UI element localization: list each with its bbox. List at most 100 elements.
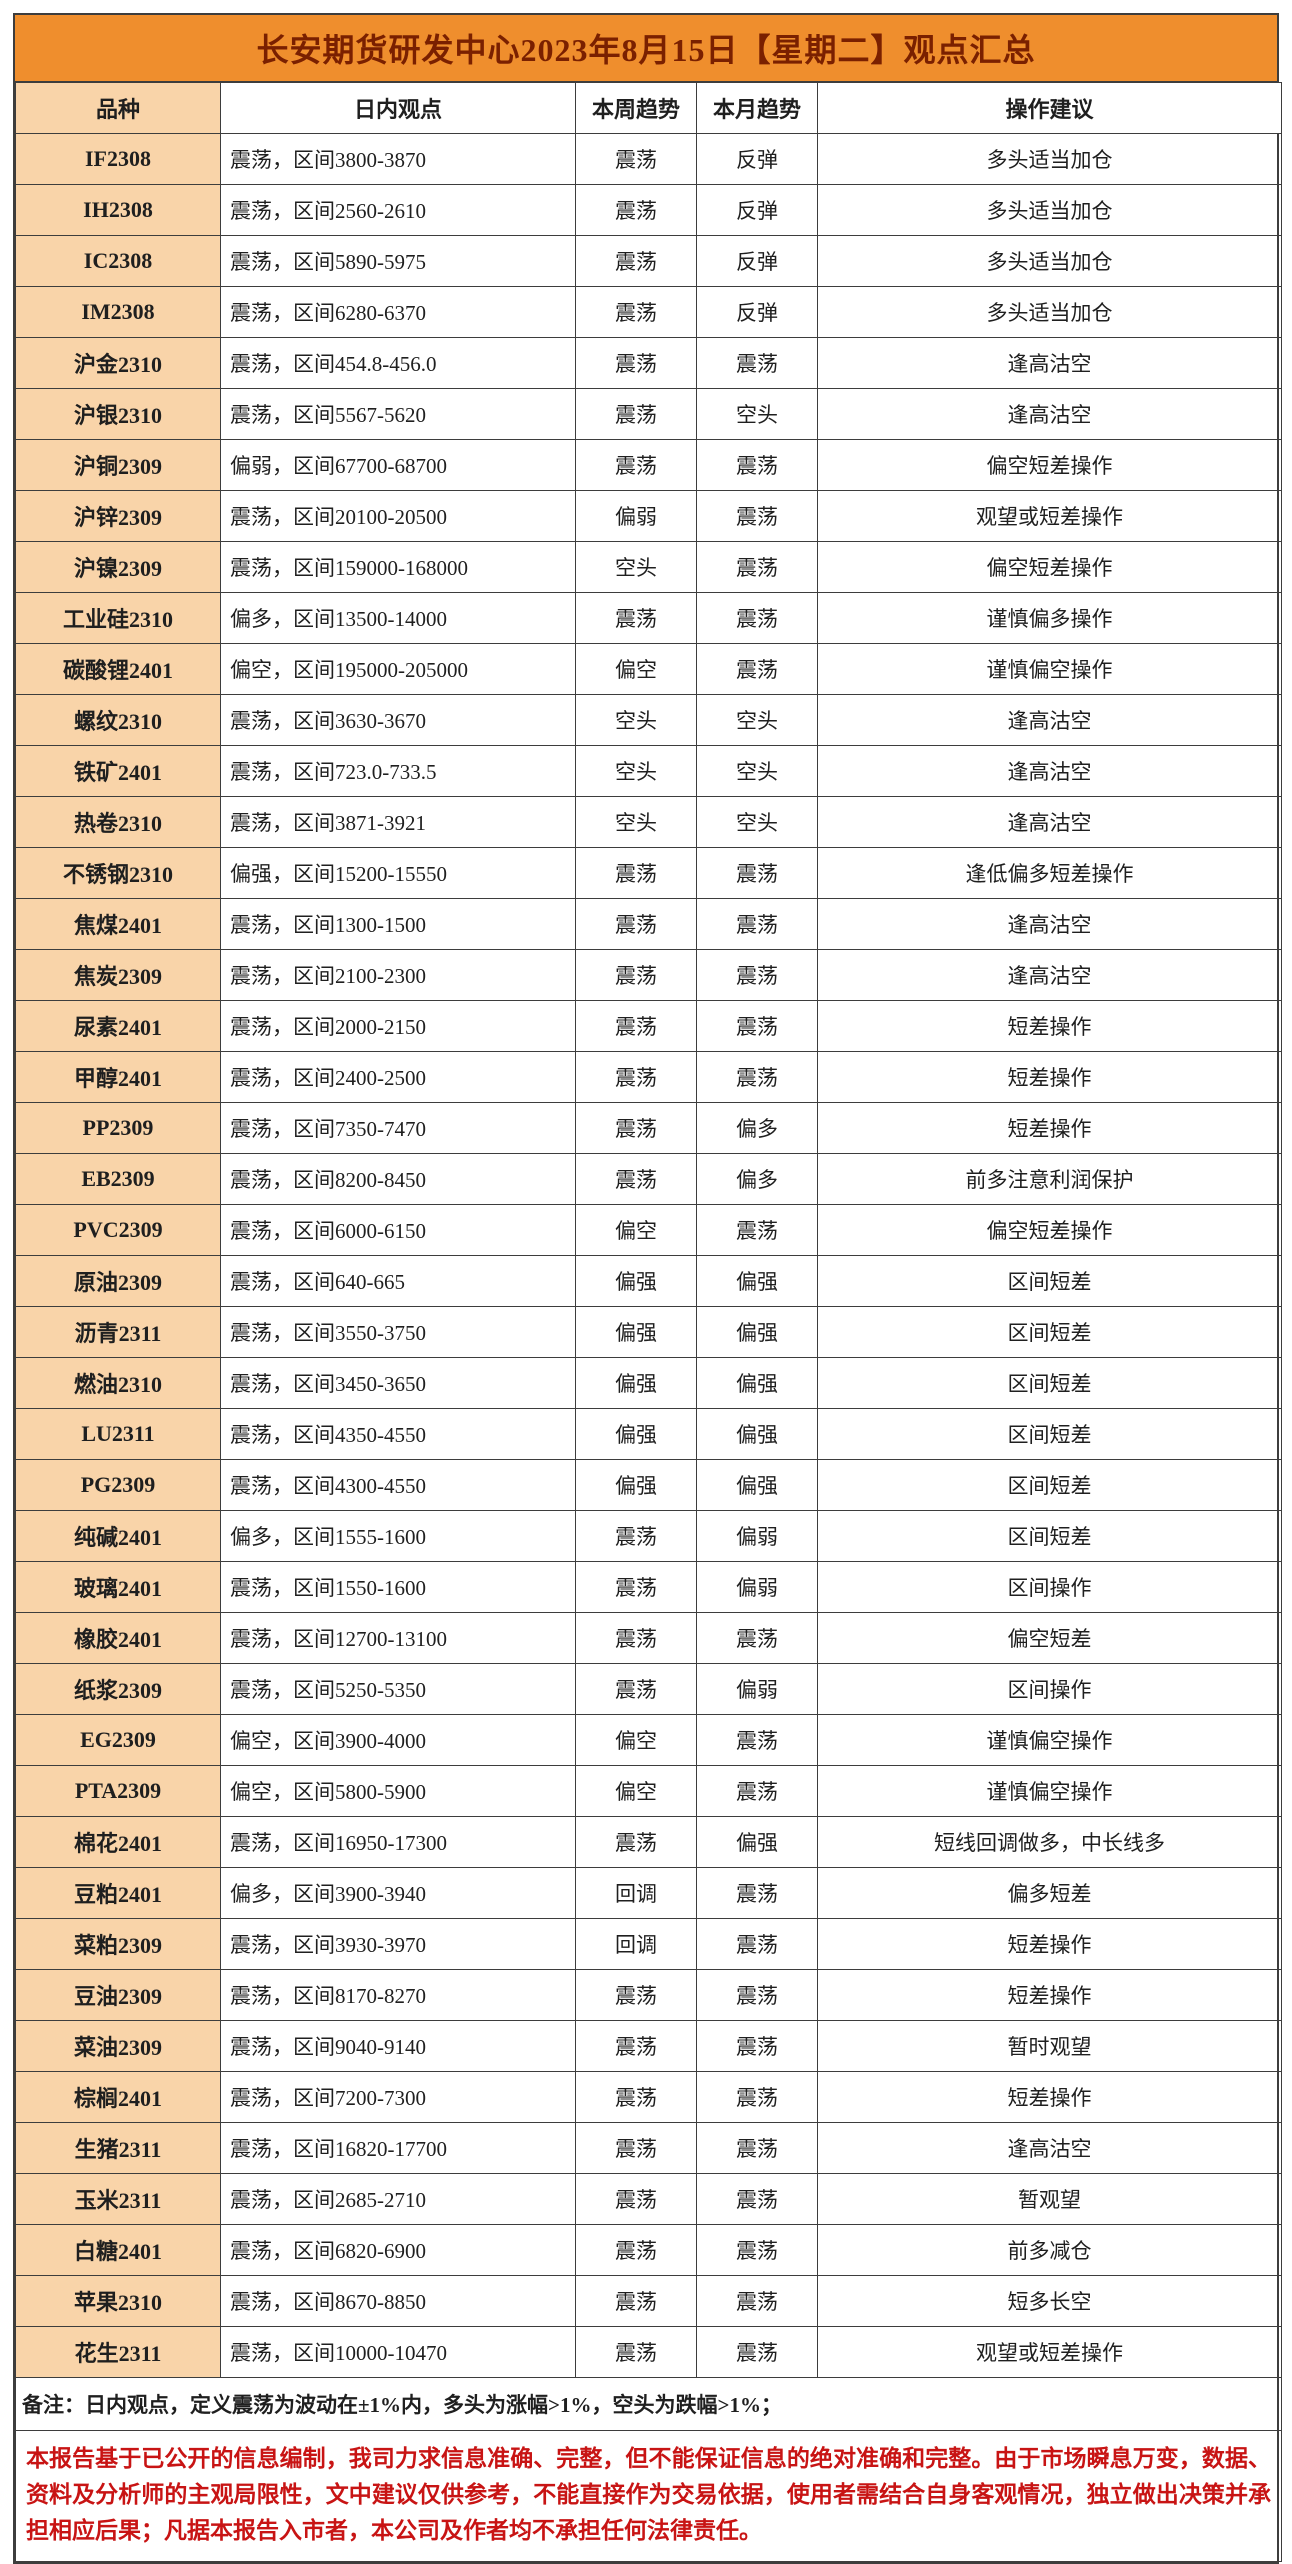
- table-row: 菜粕2309 震荡，区间3930-3970 回调 震荡 短差操作: [15, 1918, 1282, 1970]
- intraday-view-cell: 震荡，区间6280-6370: [220, 286, 576, 338]
- variety-cell: 沪镍2309: [15, 541, 221, 593]
- variety-cell: 螺纹2310: [15, 694, 221, 746]
- monthly-trend-cell: 震荡: [696, 847, 818, 899]
- table-row: 玉米2311 震荡，区间2685-2710 震荡 震荡 暂观望: [15, 2173, 1282, 2225]
- monthly-trend-cell: 反弹: [696, 133, 818, 185]
- variety-cell: IF2308: [15, 133, 221, 185]
- monthly-trend-cell: 震荡: [696, 1714, 818, 1766]
- advice-cell: 前多减仓: [817, 2224, 1282, 2276]
- monthly-trend-cell: 偏强: [696, 1357, 818, 1409]
- variety-cell: 玉米2311: [15, 2173, 221, 2225]
- weekly-trend-cell: 震荡: [575, 949, 697, 1001]
- col-header-weekly-trend: 本周趋势: [575, 82, 697, 134]
- advice-cell: 观望或短差操作: [817, 2326, 1282, 2378]
- summary-table: 品种 日内观点 本周趋势 本月趋势 操作建议 IF2308 震荡，区间3800-3…: [15, 82, 1282, 2562]
- monthly-trend-cell: 反弹: [696, 184, 818, 236]
- advice-cell: 偏多短差: [817, 1867, 1282, 1919]
- advice-cell: 多头适当加仓: [817, 235, 1282, 287]
- intraday-view-cell: 震荡，区间8670-8850: [220, 2275, 576, 2327]
- intraday-view-cell: 震荡，区间1550-1600: [220, 1561, 576, 1613]
- intraday-view-cell: 震荡，区间6000-6150: [220, 1204, 576, 1256]
- intraday-view-cell: 震荡，区间5250-5350: [220, 1663, 576, 1715]
- intraday-view-cell: 震荡，区间10000-10470: [220, 2326, 576, 2378]
- variety-cell: PTA2309: [15, 1765, 221, 1817]
- advice-cell: 逢高沽空: [817, 898, 1282, 950]
- monthly-trend-cell: 震荡: [696, 949, 818, 1001]
- advice-cell: 区间短差: [817, 1306, 1282, 1358]
- variety-cell: 玻璃2401: [15, 1561, 221, 1613]
- advice-cell: 逢高沽空: [817, 2122, 1282, 2174]
- variety-cell: 燃油2310: [15, 1357, 221, 1409]
- weekly-trend-cell: 震荡: [575, 2071, 697, 2123]
- intraday-view-cell: 震荡，区间454.8-456.0: [220, 337, 576, 389]
- weekly-trend-cell: 震荡: [575, 286, 697, 338]
- intraday-view-cell: 震荡，区间16950-17300: [220, 1816, 576, 1868]
- monthly-trend-cell: 震荡: [696, 2020, 818, 2072]
- monthly-trend-cell: 震荡: [696, 1765, 818, 1817]
- advice-cell: 区间操作: [817, 1663, 1282, 1715]
- intraday-view-cell: 震荡，区间4350-4550: [220, 1408, 576, 1460]
- table-row: 铁矿2401 震荡，区间723.0-733.5 空头 空头 逢高沽空: [15, 745, 1282, 797]
- monthly-trend-cell: 偏弱: [696, 1510, 818, 1562]
- monthly-trend-cell: 震荡: [696, 490, 818, 542]
- table-row: LU2311 震荡，区间4350-4550 偏强 偏强 区间短差: [15, 1408, 1282, 1460]
- weekly-trend-cell: 震荡: [575, 235, 697, 287]
- weekly-trend-cell: 偏强: [575, 1459, 697, 1511]
- advice-cell: 偏空短差操作: [817, 1204, 1282, 1256]
- advice-cell: 谨慎偏空操作: [817, 643, 1282, 695]
- advice-cell: 短差操作: [817, 1000, 1282, 1052]
- weekly-trend-cell: 震荡: [575, 2326, 697, 2378]
- weekly-trend-cell: 震荡: [575, 2173, 697, 2225]
- variety-cell: 纸浆2309: [15, 1663, 221, 1715]
- intraday-view-cell: 偏强，区间15200-15550: [220, 847, 576, 899]
- table-row: IH2308 震荡，区间2560-2610 震荡 反弹 多头适当加仓: [15, 184, 1282, 236]
- monthly-trend-cell: 震荡: [696, 643, 818, 695]
- table-row: 苹果2310 震荡，区间8670-8850 震荡 震荡 短多长空: [15, 2275, 1282, 2327]
- variety-cell: 豆油2309: [15, 1969, 221, 2021]
- advice-cell: 谨慎偏空操作: [817, 1765, 1282, 1817]
- table-row: 沪镍2309 震荡，区间159000-168000 空头 震荡 偏空短差操作: [15, 541, 1282, 593]
- table-row: 豆油2309 震荡，区间8170-8270 震荡 震荡 短差操作: [15, 1969, 1282, 2021]
- table-row: 纯碱2401 偏多，区间1555-1600 震荡 偏弱 区间短差: [15, 1510, 1282, 1562]
- table-row: 焦煤2401 震荡，区间1300-1500 震荡 震荡 逢高沽空: [15, 898, 1282, 950]
- col-header-advice: 操作建议: [817, 82, 1282, 134]
- table-row: EB2309 震荡，区间8200-8450 震荡 偏多 前多注意利润保护: [15, 1153, 1282, 1205]
- table-row: PVC2309 震荡，区间6000-6150 偏空 震荡 偏空短差操作: [15, 1204, 1282, 1256]
- monthly-trend-cell: 震荡: [696, 439, 818, 491]
- weekly-trend-cell: 偏空: [575, 1765, 697, 1817]
- monthly-trend-cell: 震荡: [696, 2122, 818, 2174]
- variety-cell: 橡胶2401: [15, 1612, 221, 1664]
- table-row: PG2309 震荡，区间4300-4550 偏强 偏强 区间短差: [15, 1459, 1282, 1511]
- monthly-trend-cell: 震荡: [696, 2173, 818, 2225]
- table-row: 白糖2401 震荡，区间6820-6900 震荡 震荡 前多减仓: [15, 2224, 1282, 2276]
- weekly-trend-cell: 震荡: [575, 337, 697, 389]
- weekly-trend-cell: 空头: [575, 796, 697, 848]
- advice-cell: 短差操作: [817, 1918, 1282, 1970]
- variety-cell: 沥青2311: [15, 1306, 221, 1358]
- advice-cell: 区间操作: [817, 1561, 1282, 1613]
- table-row: 玻璃2401 震荡，区间1550-1600 震荡 偏弱 区间操作: [15, 1561, 1282, 1613]
- variety-cell: PG2309: [15, 1459, 221, 1511]
- intraday-view-cell: 震荡，区间5567-5620: [220, 388, 576, 440]
- variety-cell: 白糖2401: [15, 2224, 221, 2276]
- weekly-trend-cell: 偏空: [575, 1204, 697, 1256]
- weekly-trend-cell: 震荡: [575, 898, 697, 950]
- variety-cell: IM2308: [15, 286, 221, 338]
- advice-cell: 前多注意利润保护: [817, 1153, 1282, 1205]
- col-header-intraday-view: 日内观点: [220, 82, 576, 134]
- weekly-trend-cell: 震荡: [575, 1051, 697, 1103]
- monthly-trend-cell: 偏强: [696, 1816, 818, 1868]
- variety-cell: 碳酸锂2401: [15, 643, 221, 695]
- advice-cell: 观望或短差操作: [817, 490, 1282, 542]
- monthly-trend-cell: 震荡: [696, 1867, 818, 1919]
- table-row: IF2308 震荡，区间3800-3870 震荡 反弹 多头适当加仓: [15, 133, 1282, 185]
- variety-cell: 沪锌2309: [15, 490, 221, 542]
- intraday-view-cell: 震荡，区间3930-3970: [220, 1918, 576, 1970]
- col-header-monthly-trend: 本月趋势: [696, 82, 818, 134]
- table-row: 棉花2401 震荡，区间16950-17300 震荡 偏强 短线回调做多，中长线多: [15, 1816, 1282, 1868]
- monthly-trend-cell: 震荡: [696, 2071, 818, 2123]
- weekly-trend-cell: 震荡: [575, 1153, 697, 1205]
- advice-cell: 逢低偏多短差操作: [817, 847, 1282, 899]
- report-sheet: 长安期货研发中心2023年8月15日【星期二】观点汇总 品种 日内观点 本周趋势…: [13, 13, 1282, 2564]
- monthly-trend-cell: 震荡: [696, 2224, 818, 2276]
